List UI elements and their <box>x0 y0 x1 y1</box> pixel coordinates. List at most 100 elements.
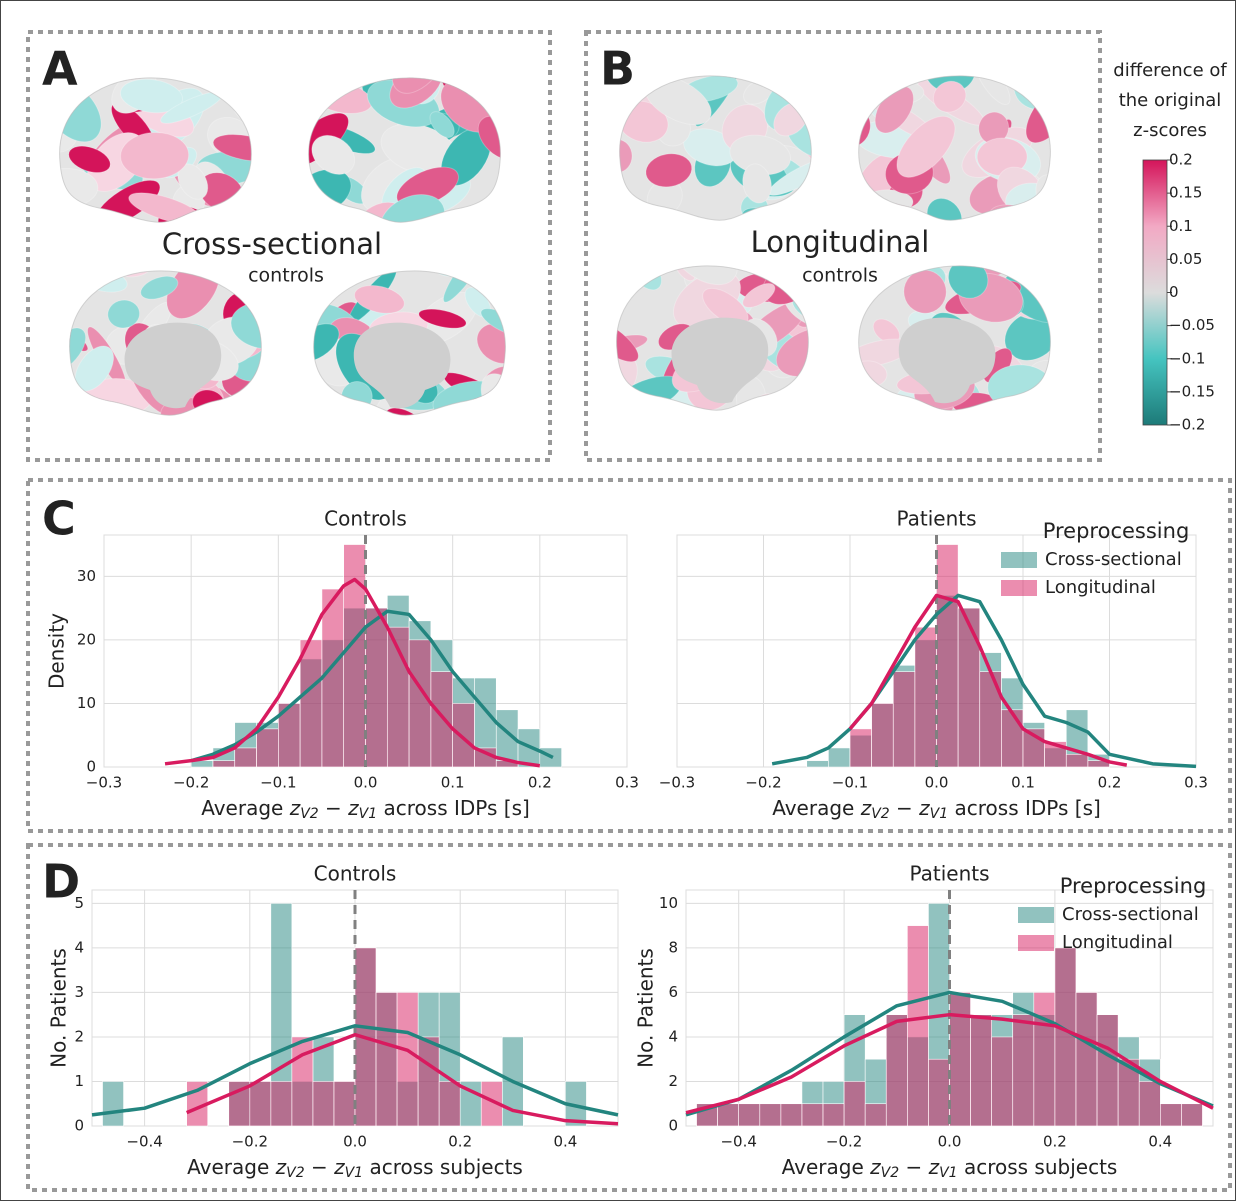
panel-subtitle: controls <box>802 265 878 287</box>
y-tick-label: 0 <box>668 1117 678 1135</box>
panel-title: Longitudinal <box>751 225 930 259</box>
histogram-bar <box>334 1081 355 1126</box>
histogram-bar <box>1001 710 1023 767</box>
histogram-bar <box>409 640 431 767</box>
histogram-bar <box>928 1059 949 1126</box>
x-tick-label: −0.1 <box>832 774 868 792</box>
x-axis-label-part: z <box>347 796 359 820</box>
histogram-bar <box>865 1104 886 1126</box>
histogram-bar <box>103 1081 124 1126</box>
y-tick-label: 0 <box>74 1117 84 1135</box>
x-tick-label: −0.3 <box>86 774 122 792</box>
histogram-bar <box>907 926 928 1126</box>
histogram-bar <box>431 672 453 767</box>
colorbar-tick-label: −0.1 <box>1169 349 1205 367</box>
y-tick-label: 4 <box>74 938 84 956</box>
colorbar-tick-label: −0.05 <box>1169 316 1215 334</box>
x-tick-label: 0.4 <box>553 1133 577 1151</box>
x-tick-label: 0.0 <box>343 1133 367 1151</box>
colorbar <box>1143 160 1167 425</box>
y-tick-label: 20 <box>77 630 96 648</box>
histogram-bar <box>958 608 980 767</box>
histogram-bar <box>1160 1104 1181 1126</box>
x-tick-label: −0.4 <box>720 1133 756 1151</box>
histogram-bar <box>850 729 872 767</box>
colorbar-tick-label: −0.2 <box>1169 416 1205 434</box>
y-tick-label: 8 <box>668 938 678 956</box>
histogram-bar <box>366 608 388 767</box>
histogram-bar <box>992 1037 1013 1126</box>
x-axis-label-part: z <box>289 796 301 820</box>
histogram-bar <box>1055 948 1076 1126</box>
x-axis-label-part: z <box>928 1155 940 1179</box>
histogram-bar <box>376 992 397 1126</box>
y-tick-label: 2 <box>74 1027 84 1045</box>
x-axis-label-part: z <box>869 1155 881 1179</box>
histogram-bar <box>453 703 475 767</box>
histogram-bar <box>886 1015 907 1126</box>
histogram-bar <box>1076 992 1097 1126</box>
y-axis-label: Density <box>45 613 69 689</box>
y-tick-label: 10 <box>659 894 678 912</box>
chart-title: Patients <box>896 507 976 531</box>
panel-label: C <box>42 492 76 546</box>
x-tick-label: 0.2 <box>528 774 552 792</box>
legend-swatch <box>1001 552 1037 568</box>
histogram-bar <box>213 761 235 767</box>
x-tick-label: 0.0 <box>354 774 378 792</box>
histogram-bar <box>1139 1081 1160 1126</box>
colorbar-title: the original <box>1119 90 1222 111</box>
legend-label: Longitudinal <box>1045 577 1156 598</box>
colorbar-tick-label: −0.15 <box>1169 382 1215 400</box>
x-axis-label-part: − <box>890 796 919 820</box>
x-axis-label-part: − <box>305 1155 334 1179</box>
x-tick-label: 0.1 <box>441 774 465 792</box>
x-axis-label-part: V2 <box>300 806 319 822</box>
histogram-bar <box>971 1015 992 1126</box>
histogram-bar <box>257 729 279 767</box>
histogram-bar <box>1013 1015 1034 1126</box>
x-axis-label-part: Average <box>201 796 290 820</box>
legend-label: Cross-sectional <box>1045 549 1182 570</box>
histogram-bar <box>760 1104 781 1126</box>
y-tick-label: 2 <box>668 1072 678 1090</box>
histogram-bar <box>1034 992 1055 1126</box>
y-tick-label: 30 <box>77 567 96 585</box>
panel-subtitle: controls <box>248 265 324 287</box>
histogram-bar <box>1097 1015 1118 1126</box>
histogram-bar <box>893 672 915 767</box>
histogram-bar <box>739 1104 760 1126</box>
x-tick-label: −0.2 <box>826 1133 862 1151</box>
x-axis-label-part: V2 <box>881 1165 900 1181</box>
x-axis-label-part: − <box>899 1155 928 1179</box>
x-tick-label: 0.0 <box>938 1133 962 1151</box>
histogram-bar <box>250 1081 271 1126</box>
chart-title: Controls <box>324 507 407 531</box>
y-tick-label: 5 <box>74 894 84 912</box>
colorbar-tick-label: 0 <box>1169 283 1179 301</box>
x-axis-label-part: − <box>319 796 348 820</box>
y-tick-label: 3 <box>74 983 84 1001</box>
x-axis-label-part: V1 <box>345 1165 363 1181</box>
legend-swatch <box>1018 935 1054 951</box>
y-axis-label: No. Patients <box>47 948 71 1068</box>
histogram-bar <box>1066 754 1088 767</box>
x-tick-label: −0.4 <box>126 1133 162 1151</box>
x-tick-label: 0.0 <box>925 774 949 792</box>
legend-title: Preprocessing <box>1043 519 1190 543</box>
histogram-bar <box>418 1037 439 1126</box>
histogram-bar <box>300 640 322 767</box>
colorbar-tick-label: 0.15 <box>1169 184 1202 202</box>
x-axis-label-part: across subjects <box>363 1155 523 1179</box>
colorbar-title: z-scores <box>1133 120 1207 141</box>
legend-swatch <box>1001 580 1037 596</box>
histogram-bar <box>439 1081 460 1126</box>
x-tick-label: −0.3 <box>659 774 695 792</box>
x-tick-label: 0.2 <box>1098 774 1122 792</box>
histogram-bar <box>802 1104 823 1126</box>
y-axis-label: No. Patients <box>634 948 658 1068</box>
x-axis-label-part: V1 <box>359 806 377 822</box>
y-tick-label: 4 <box>668 1027 678 1045</box>
panel-title: Cross-sectional <box>162 227 382 261</box>
x-tick-label: 0.3 <box>1184 774 1208 792</box>
